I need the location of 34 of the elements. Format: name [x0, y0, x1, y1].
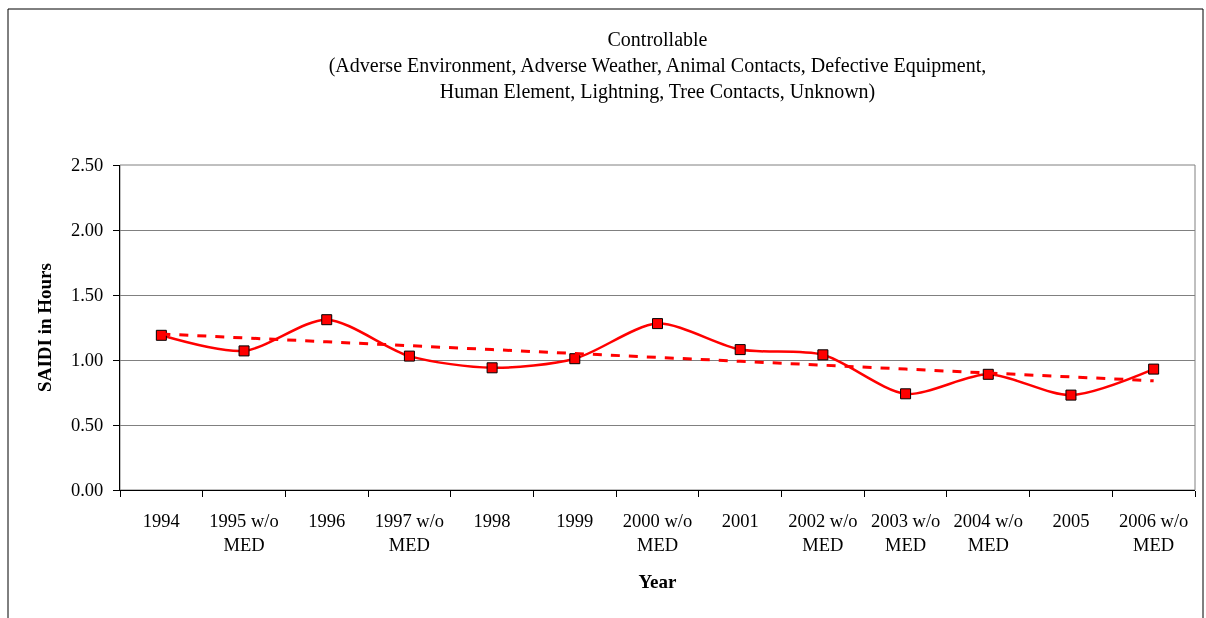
- point: [321, 314, 333, 326]
- y-tick-label: 1.00: [70, 350, 104, 371]
- x-tick-label: 2000 w/o MED: [622, 511, 693, 556]
- x-tick-label: 2005: [1052, 511, 1090, 532]
- x-tick-label: 1996: [308, 511, 346, 532]
- point: [486, 362, 498, 374]
- x-tick-label: 1995 w/o MED: [209, 511, 279, 556]
- x-tick-label: 2006 w/o MED: [1118, 511, 1189, 556]
- point: [238, 345, 250, 357]
- y-axis-title: SAIDI in Hours: [33, 263, 55, 392]
- point: [817, 349, 829, 361]
- x-tick-label: 2004 w/o MED: [953, 511, 1023, 556]
- x-tick-label: 2003 w/o MED: [870, 511, 941, 556]
- y-tick-label: 1.50: [70, 285, 104, 306]
- y-tick-label: 2.00: [70, 220, 104, 241]
- point: [1065, 389, 1077, 401]
- point: [734, 344, 746, 356]
- y-tick-label: 0.00: [70, 480, 104, 501]
- x-tick-label: 1994: [142, 511, 180, 532]
- point: [900, 388, 912, 400]
- x-tick-label: 1997 w/o MED: [374, 511, 445, 556]
- y-tick-label: 0.50: [70, 415, 104, 436]
- point: [1148, 363, 1160, 375]
- x-tick-label: 2001: [721, 511, 759, 532]
- x-tick-label: 1999: [556, 511, 594, 532]
- point: [403, 350, 415, 362]
- chart-subtitle: (Adverse Environment, Adverse Weather, Animal Contacts, Defective Equipment, Human Element, Lightning, Tree Contacts, Unknown): [328, 54, 987, 103]
- y-tick-label: 2.50: [70, 155, 104, 176]
- chart-title: Controllable: [607, 28, 708, 50]
- point: [652, 318, 663, 330]
- x-axis-title: Year: [638, 571, 678, 593]
- point: [569, 353, 581, 365]
- x-tick-label: 2002 w/o MED: [788, 511, 858, 556]
- x-tick-label: 1998: [473, 511, 511, 532]
